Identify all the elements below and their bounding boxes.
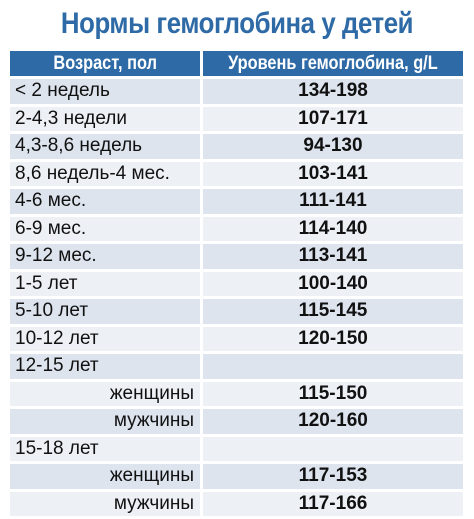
header-level-label: Уровень гемоглобина, g/L xyxy=(228,52,438,74)
hemoglobin-value-cell: 100-140 xyxy=(203,271,463,296)
table-row: 9-12 мес. 113-141 xyxy=(10,244,463,269)
hemoglobin-value-cell: 134-198 xyxy=(203,79,463,104)
page-title: Нормы гемоглобина у детей xyxy=(60,7,414,40)
hemoglobin-value-cell: 94-130 xyxy=(203,134,463,159)
table-row: 15-18 лет xyxy=(10,436,463,461)
table-row: женщины 117-153 xyxy=(10,464,463,489)
table-row: 10-12 лет 120-150 xyxy=(10,326,463,351)
age-cell: 8,6 недель-4 мес. xyxy=(10,161,203,186)
hemoglobin-value-cell: 120-150 xyxy=(203,326,463,351)
header-age-label: Возраст, пол xyxy=(53,52,157,74)
hemoglobin-value-cell: 103-141 xyxy=(203,161,463,186)
header-level: Уровень гемоглобина, g/L xyxy=(203,51,463,76)
table-row: 6-9 мес. 114-140 xyxy=(10,216,463,241)
table-body: < 2 недель 134-198 2-4,3 недели 107-171 4,3-… xyxy=(10,79,463,516)
table-row: 1-5 лет 100-140 xyxy=(10,271,463,296)
age-cell: 5-10 лет xyxy=(10,299,203,324)
table-row: 8,6 недель-4 мес. 103-141 xyxy=(10,161,463,186)
age-cell: < 2 недель xyxy=(10,79,203,104)
age-cell: 1-5 лет xyxy=(10,271,203,296)
header-age: Возраст, пол xyxy=(10,51,203,76)
hemoglobin-value-cell: 113-141 xyxy=(203,244,463,269)
age-cell: женщины xyxy=(10,464,203,489)
age-cell: 9-12 мес. xyxy=(10,244,203,269)
age-cell: 10-12 лет xyxy=(10,326,203,351)
table-row: мужчины 120-160 xyxy=(10,409,463,434)
age-cell: 2-4,3 недели xyxy=(10,106,203,131)
age-cell: мужчины xyxy=(10,409,203,434)
age-cell: 15-18 лет xyxy=(10,436,203,461)
hemoglobin-value-cell: 120-160 xyxy=(203,409,463,434)
age-cell: 12-15 лет xyxy=(10,354,203,379)
age-cell: мужчины xyxy=(10,491,203,516)
hemoglobin-value-cell: 115-145 xyxy=(203,299,463,324)
hemoglobin-value-cell: 107-171 xyxy=(203,106,463,131)
table-row: 4,3-8,6 недель 94-130 xyxy=(10,134,463,159)
hemoglobin-value-cell: 115-150 xyxy=(203,381,463,406)
table-row: 2-4,3 недели 107-171 xyxy=(10,106,463,131)
hemoglobin-norms-table: Возраст, пол Уровень гемоглобина, g/L < … xyxy=(10,48,463,519)
hemoglobin-value-cell xyxy=(203,354,463,379)
table-row: 12-15 лет xyxy=(10,354,463,379)
age-cell: женщины xyxy=(10,381,203,406)
hemoglobin-value-cell xyxy=(203,436,463,461)
age-cell: 6-9 мес. xyxy=(10,216,203,241)
table-row: < 2 недель 134-198 xyxy=(10,79,463,104)
table-header-row: Возраст, пол Уровень гемоглобина, g/L xyxy=(10,51,463,76)
table-row: 4-6 мес. 111-141 xyxy=(10,189,463,214)
table-row: женщины 115-150 xyxy=(10,381,463,406)
table-row: 5-10 лет 115-145 xyxy=(10,299,463,324)
hemoglobin-value-cell: 114-140 xyxy=(203,216,463,241)
hemoglobin-value-cell: 117-153 xyxy=(203,464,463,489)
hemoglobin-value-cell: 111-141 xyxy=(203,189,463,214)
age-cell: 4-6 мес. xyxy=(10,189,203,214)
age-cell: 4,3-8,6 недель xyxy=(10,134,203,159)
hemoglobin-value-cell: 117-166 xyxy=(203,491,463,516)
table-row: мужчины 117-166 xyxy=(10,491,463,516)
